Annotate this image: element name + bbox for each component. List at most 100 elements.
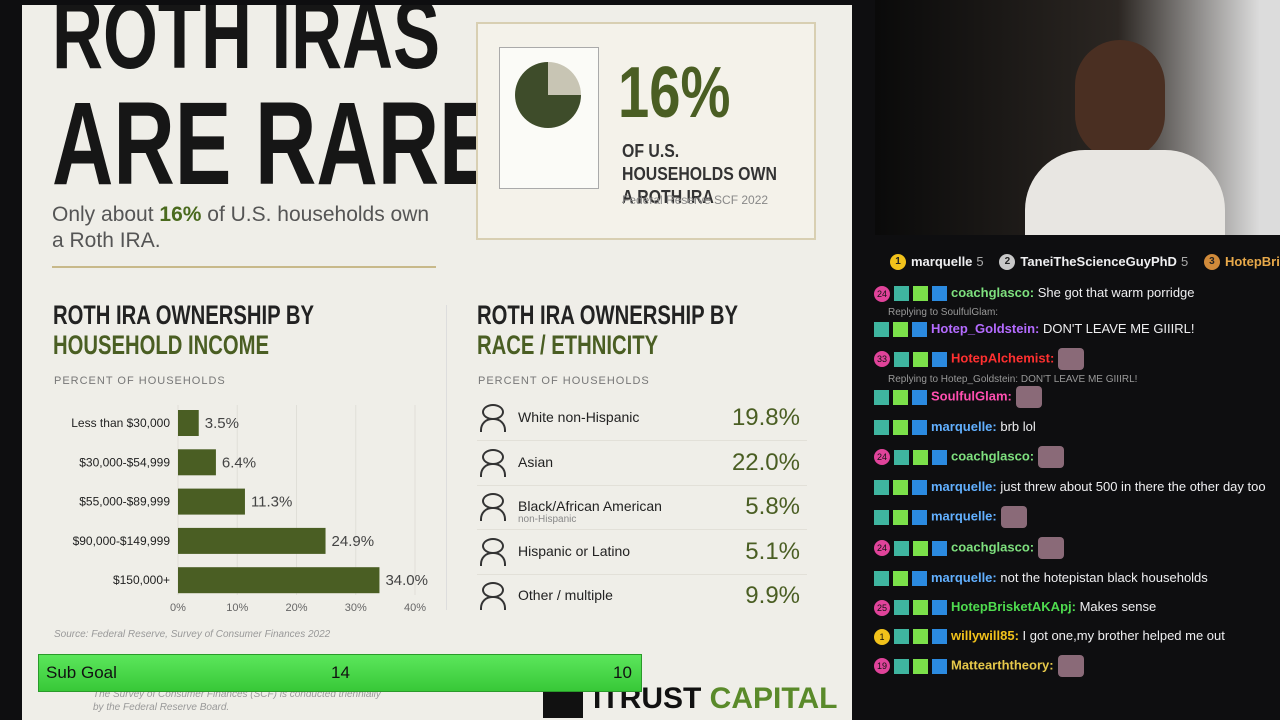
chat-message: 24 coachglasco: She got that warm porridg… — [874, 283, 1274, 303]
reply-context: Replying to Hotep_Goldstein: DON'T LEAVE… — [888, 374, 1138, 385]
chat-username[interactable]: marquelle: — [931, 419, 997, 434]
badge-icon — [893, 389, 908, 405]
race-label: Black/African American — [518, 498, 662, 514]
badge-icon — [912, 480, 927, 496]
chat-username[interactable]: Mattearththeory: — [951, 657, 1054, 673]
chat-message: marquelle: not the hotepistan black hous… — [874, 568, 1274, 588]
chat-message: marquelle: brb lol — [874, 417, 1274, 437]
leader-name[interactable]: HotepBri — [1224, 254, 1280, 269]
badge-icon — [932, 600, 947, 616]
logo-text: CAPITAL — [709, 682, 838, 715]
chat-username[interactable]: coachglasco: — [951, 448, 1035, 464]
divider — [446, 305, 447, 610]
badge-icon — [932, 540, 947, 556]
chat-text: Makes sense — [1075, 599, 1157, 614]
race-label: Hispanic or Latino — [518, 542, 631, 559]
badge-icon — [893, 480, 908, 496]
emote — [1015, 386, 1042, 408]
badge-icon — [932, 351, 947, 367]
value-label: 11.3% — [251, 494, 292, 511]
badge-icon — [932, 286, 947, 302]
badge-icon — [913, 629, 928, 645]
divider — [52, 266, 436, 268]
race-value: 9.9% — [745, 582, 800, 609]
chat-text: I got one,my brother helped me out — [1018, 628, 1225, 643]
rank-badge: 2 — [999, 254, 1016, 270]
chat-username[interactable]: marquelle: — [931, 479, 997, 494]
leader-name[interactable]: marquelle — [911, 254, 973, 269]
infographic: ROTH IRAS ARE RARE. Only about 16% of U.S.… — [22, 5, 852, 720]
chat-username[interactable]: Hotep_Goldstein: — [931, 321, 1040, 336]
title: ARE RARE. — [52, 78, 520, 210]
badge-icon — [912, 571, 927, 587]
badge-icon — [913, 449, 928, 465]
badge-icon — [894, 540, 909, 556]
badge-icon — [913, 658, 928, 674]
pie-icon — [515, 62, 581, 128]
chat-username[interactable]: HotepAlchemist: — [951, 350, 1055, 366]
badge-icon — [932, 629, 947, 645]
badge-icon — [932, 658, 947, 674]
person-icon — [480, 418, 506, 432]
chart-title: ROTH IRA OWNERSHIP BY — [53, 300, 315, 330]
race-value: 5.1% — [745, 537, 800, 565]
race-value: 5.8% — [745, 493, 800, 520]
sub-goal-bar — [38, 654, 642, 692]
reply-context: Replying to SoulfulGlam: — [888, 307, 999, 318]
badge-icon — [894, 449, 909, 465]
chat-text: She got that warm porridge — [1034, 285, 1195, 300]
x-tick-label: 10% — [226, 602, 248, 614]
row-divider — [477, 573, 807, 575]
badge-icon — [894, 658, 909, 674]
subtitle-part: of U.S. households own a Roth IRA. — [52, 203, 430, 252]
stat-text: OF U.S. HOUSEHOLDS OWN A ROTH IRA — [622, 141, 777, 207]
chat-username[interactable]: marquelle: — [931, 508, 997, 524]
sub-badge: 25 — [874, 599, 890, 616]
row-divider — [477, 440, 807, 441]
x-tick-label: 30% — [345, 602, 367, 614]
sub-goal-label: Sub Goal — [46, 663, 117, 682]
streamer-shirt — [1025, 150, 1225, 235]
badge-icon — [912, 509, 927, 525]
badge-icon — [912, 389, 927, 405]
value-label: 3.5% — [205, 415, 239, 432]
person-icon — [480, 596, 506, 610]
race-value: 22.0% — [731, 448, 800, 476]
sub-badge: 24 — [874, 449, 890, 465]
value-label: 6.4% — [222, 454, 256, 471]
chat-message: Replying to SoulfulGlam: Hotep_Goldstein:… — [874, 307, 1274, 339]
stat-value: 16% — [618, 53, 731, 133]
chat-message: 19 Mattearththeory: — [874, 655, 1274, 677]
badge-icon — [874, 322, 889, 338]
leader-name[interactable]: TaneiTheScienceGuyPhD — [1020, 254, 1177, 269]
chat-message: marquelle: just threw about 500 in there… — [874, 477, 1274, 497]
bar — [178, 449, 216, 476]
chat-text: DON'T LEAVE ME GIIIRL! — [1039, 321, 1195, 336]
chat-username[interactable]: coachglasco: — [951, 285, 1035, 300]
badge-icon — [894, 629, 909, 645]
chat-username[interactable]: HotepBrisketAKApj: — [951, 599, 1076, 614]
chat-username[interactable]: willywill85: — [951, 628, 1019, 643]
income-chart: 0% 10% 20% 30% 40% 3.5% Less than $30,000 6.4% $… — [71, 405, 428, 614]
badge-icon — [874, 480, 889, 496]
race-title: ROTH IRA OWNERSHIP BY — [477, 300, 739, 330]
race-sublabel: non-Hispanic — [518, 514, 577, 525]
chat-message: marquelle: — [874, 506, 1274, 528]
badge-icon — [894, 286, 909, 302]
chat-text: just threw about 500 in there the other … — [996, 479, 1266, 494]
chat-username[interactable]: coachglasco: — [951, 539, 1035, 555]
source: Source: Federal Reserve, Survey of Consu… — [54, 629, 331, 640]
chat-username[interactable]: SoulfulGlam: — [931, 388, 1012, 404]
chat: 24 coachglasco: She got that warm porridg… — [874, 283, 1274, 720]
chat-message: Replying to Hotep_Goldstein: DON'T LEAVE… — [874, 374, 1274, 408]
badge-icon — [932, 449, 947, 465]
race-label: White non-Hispanic — [518, 409, 640, 425]
emote — [1058, 348, 1085, 370]
leader-count: 5 — [976, 254, 984, 269]
race-value: 19.8% — [731, 404, 800, 431]
badge-icon — [893, 420, 908, 436]
category-label: Less than $30,000 — [71, 416, 170, 430]
race-label: Asian — [518, 453, 554, 470]
badge-icon — [874, 420, 889, 436]
chat-username[interactable]: marquelle: — [931, 570, 997, 585]
